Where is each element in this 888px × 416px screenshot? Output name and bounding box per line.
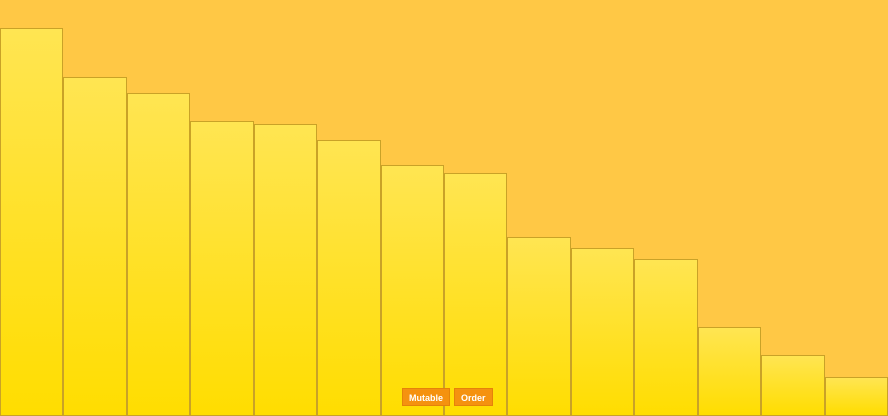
bar — [381, 165, 444, 416]
bar — [254, 124, 317, 416]
bar — [571, 248, 634, 416]
bar — [698, 327, 761, 416]
bar — [444, 173, 507, 416]
bar — [825, 377, 888, 416]
bar — [190, 121, 254, 416]
bar — [63, 77, 127, 416]
bar — [317, 140, 381, 416]
bar — [507, 237, 571, 416]
bar — [0, 28, 63, 416]
chart-controls: Mutable Order — [402, 388, 493, 406]
bar — [127, 93, 190, 416]
order-button[interactable]: Order — [454, 388, 493, 406]
bar — [634, 259, 698, 416]
mutable-button[interactable]: Mutable — [402, 388, 451, 406]
bar — [761, 355, 825, 416]
